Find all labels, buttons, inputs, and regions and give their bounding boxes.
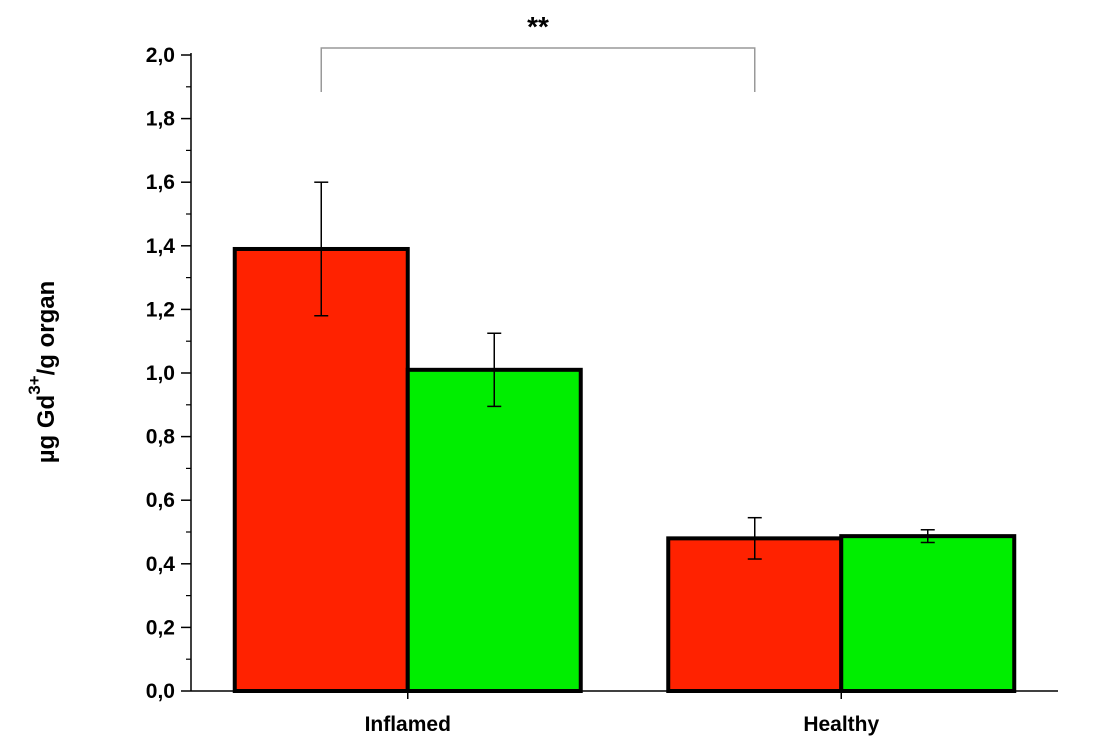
significance-bracket-line — [320, 47, 756, 92]
x-axis-labels: Inflamed Healthy — [365, 713, 880, 736]
y-axis-label-prefix: µg Gd — [33, 395, 60, 463]
y-tick-label: 1,0 — [146, 362, 175, 385]
y-axis-ticks: 0,0 0,2 0,4 0,6 0,8 1,0 1,2 1,4 1,6 1,8 2,0 — [146, 44, 191, 703]
x-tick-label: Inflamed — [365, 713, 451, 736]
y-axis-label: µg Gd3+/g organ — [25, 281, 60, 464]
y-tick-label: 1,8 — [146, 108, 176, 131]
y-tick-label: 1,4 — [146, 235, 176, 258]
bar — [232, 246, 410, 693]
y-tick-label: 0,0 — [146, 680, 175, 703]
significance-bracket: ** — [320, 11, 756, 92]
y-tick-label: 1,6 — [146, 171, 175, 194]
bar — [839, 534, 1017, 693]
y-tick-label: 0,8 — [146, 426, 176, 449]
chart-error-bars — [314, 181, 935, 560]
bar — [405, 367, 583, 693]
chart-bars — [232, 246, 1017, 693]
x-tick-label: Healthy — [803, 713, 879, 736]
y-tick-label: 0,6 — [146, 489, 175, 512]
y-tick-label: 0,2 — [146, 616, 175, 639]
significance-label: ** — [527, 11, 549, 42]
y-axis-label-suffix: /g organ — [33, 281, 60, 376]
y-tick-label: 1,2 — [146, 298, 175, 321]
y-axis-label-superscript: 3+ — [25, 375, 44, 394]
y-tick-label: 0,4 — [146, 553, 176, 576]
y-tick-label: 2,0 — [146, 44, 175, 67]
bar — [666, 536, 844, 693]
